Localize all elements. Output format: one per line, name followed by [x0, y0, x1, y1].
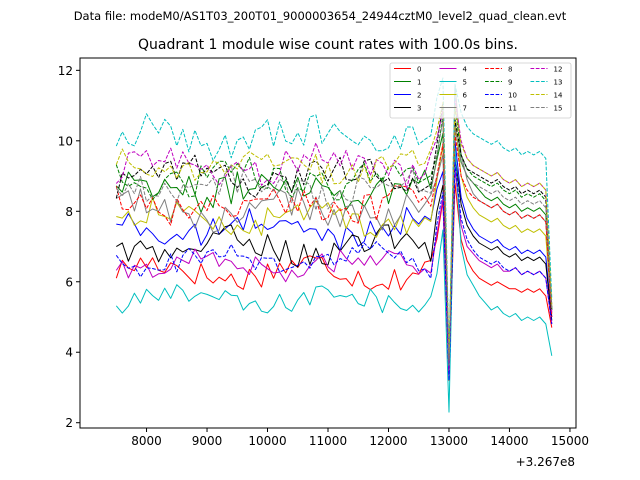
series-line-15: [115, 118, 553, 367]
series-line-0: [115, 182, 553, 381]
y-tick-label-12: 12: [58, 64, 73, 78]
legend-label-4: 4: [463, 66, 468, 74]
x-tick-label-13000: 13000: [430, 434, 468, 448]
x-axis-offset-label: +3.267e8: [516, 455, 575, 469]
legend-label-0: 0: [417, 66, 421, 74]
legend-label-1: 1: [417, 79, 421, 87]
series-layer: [115, 77, 553, 413]
legend-label-8: 8: [508, 66, 512, 74]
legend-label-12: 12: [554, 66, 563, 74]
legend-label-2: 2: [417, 92, 421, 100]
legend-label-15: 15: [554, 105, 563, 113]
series-line-4: [115, 168, 553, 378]
y-tick-label-6: 6: [65, 275, 73, 289]
series-line-13: [115, 77, 553, 357]
series-line-2: [116, 140, 553, 374]
legend-label-6: 6: [463, 92, 468, 100]
y-tick-label-10: 10: [58, 134, 73, 148]
legend-box: [389, 62, 572, 119]
series-line-11: [115, 103, 553, 364]
x-tick-label-14000: 14000: [490, 434, 528, 448]
x-tick-label-15000: 15000: [551, 434, 589, 448]
legend-label-14: 14: [554, 92, 563, 100]
legend-label-13: 13: [554, 79, 563, 87]
series-line-1: [115, 126, 553, 367]
series-line-14: [115, 101, 553, 360]
x-tick-label-9000: 9000: [192, 434, 223, 448]
legend-label-10: 10: [508, 92, 517, 100]
legend-label-11: 11: [508, 105, 517, 113]
x-tick-label-10000: 10000: [248, 434, 286, 448]
y-tick-label-4: 4: [65, 346, 73, 360]
legend-label-9: 9: [508, 79, 512, 87]
chart-suptitle: Data file: modeM0/AS1T03_200T01_90000036…: [74, 9, 567, 23]
x-tick-label-12000: 12000: [369, 434, 407, 448]
x-tick-label-11000: 11000: [309, 434, 347, 448]
legend-label-3: 3: [417, 105, 421, 113]
series-line-5: [115, 147, 553, 413]
y-tick-label-2: 2: [65, 416, 73, 430]
series-line-10: [115, 161, 553, 381]
y-tick-label-8: 8: [65, 205, 73, 219]
chart-title: Quadrant 1 module wise count rates with …: [138, 37, 518, 53]
legend-label-7: 7: [463, 105, 467, 113]
series-line-7: [116, 83, 553, 367]
series-line-6: [116, 119, 553, 364]
series-line-12: [115, 98, 553, 371]
series-line-8: [115, 133, 553, 371]
legend-label-5: 5: [463, 79, 467, 87]
axes-layer: 8000 9000 10000 11000 12000 13000 14000 15000 2 4…: [58, 64, 589, 448]
x-tick-label-8000: 8000: [131, 434, 162, 448]
